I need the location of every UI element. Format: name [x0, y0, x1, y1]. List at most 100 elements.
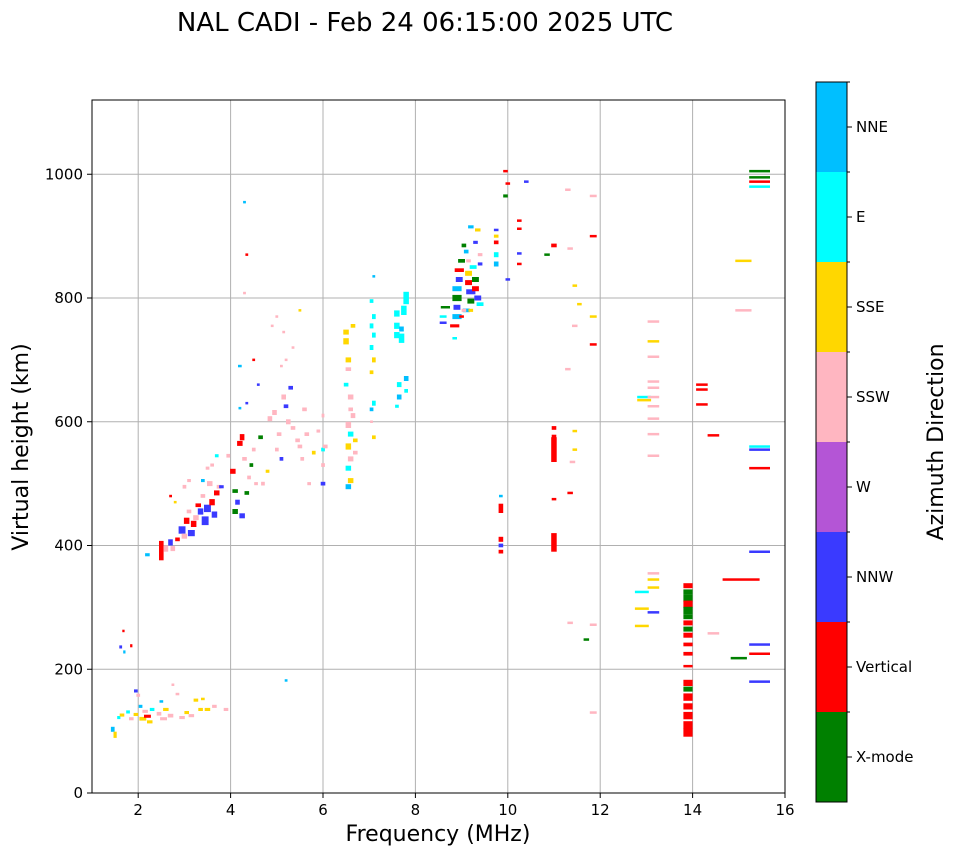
- data-point: [498, 543, 504, 548]
- data-point: [350, 413, 356, 419]
- data-point: [186, 509, 192, 514]
- data-point: [245, 401, 249, 405]
- data-point: [707, 632, 720, 635]
- data-point: [178, 526, 186, 534]
- plot-frame: [91, 99, 786, 794]
- data-point: [286, 419, 291, 425]
- data-point: [505, 278, 511, 281]
- data-point: [190, 520, 197, 527]
- data-point: [142, 709, 148, 713]
- data-point: [524, 180, 529, 183]
- data-point: [472, 286, 479, 292]
- data-point: [394, 332, 400, 339]
- colorbar-segment: [816, 352, 847, 442]
- data-point: [455, 277, 463, 282]
- data-point: [302, 407, 307, 412]
- data-point: [275, 315, 279, 318]
- colorbar-segment: [816, 532, 847, 622]
- data-point: [252, 358, 256, 362]
- data-point: [369, 370, 374, 375]
- data-point: [749, 680, 770, 683]
- data-point: [683, 614, 693, 620]
- y-tick-label: 0: [73, 784, 83, 802]
- data-point: [589, 234, 597, 238]
- data-point: [577, 302, 582, 306]
- data-point: [316, 429, 321, 433]
- data-point: [466, 259, 471, 263]
- colorbar-category-label: W: [856, 478, 871, 496]
- data-point: [345, 465, 352, 471]
- data-point: [195, 503, 201, 508]
- data-point: [249, 463, 254, 467]
- data-point: [401, 305, 407, 315]
- data-point: [647, 454, 660, 457]
- data-point: [345, 443, 352, 450]
- data-point: [565, 367, 571, 371]
- data-point: [321, 463, 325, 467]
- data-point: [321, 413, 325, 418]
- data-point: [272, 410, 277, 415]
- data-point: [369, 345, 374, 350]
- data-point: [163, 707, 169, 711]
- data-point: [182, 484, 187, 489]
- data-point: [323, 444, 328, 449]
- data-point: [288, 385, 293, 390]
- data-point: [749, 169, 770, 173]
- x-tick-label: 14: [683, 801, 702, 819]
- data-point: [169, 494, 172, 498]
- y-axis-ticks: 0 200 400 600 800 1000: [45, 165, 92, 802]
- data-point: [210, 463, 214, 467]
- data-point: [493, 240, 499, 245]
- data-point: [247, 475, 251, 480]
- data-point: [467, 298, 475, 304]
- data-point: [201, 479, 205, 483]
- x-axis-label: Frequency (MHz): [346, 822, 531, 847]
- colorbar: X-mode Vertical NNW W SSW SSE E NNE: [815, 81, 913, 803]
- data-point: [372, 275, 376, 278]
- data-point: [498, 536, 504, 542]
- data-point: [472, 277, 479, 282]
- x-tick-label: 6: [318, 801, 328, 819]
- data-point: [474, 295, 482, 301]
- data-point: [130, 644, 133, 648]
- data-point: [707, 434, 720, 437]
- colorbar-segment: [816, 82, 847, 172]
- data-point: [343, 329, 349, 335]
- data-point: [235, 499, 240, 505]
- colorbar-category-label: NNW: [856, 568, 893, 586]
- data-point: [133, 712, 139, 716]
- data-point: [113, 731, 117, 738]
- data-point: [395, 404, 399, 408]
- data-point: [187, 530, 195, 537]
- data-point: [647, 386, 660, 389]
- data-point: [461, 308, 467, 312]
- data-point: [370, 420, 373, 423]
- data-point: [452, 314, 462, 320]
- data-point: [147, 720, 153, 724]
- data-point: [452, 286, 462, 292]
- data-point: [439, 321, 447, 324]
- data-point: [683, 728, 693, 737]
- data-point: [589, 315, 597, 318]
- data-point: [749, 643, 770, 646]
- data-point: [749, 466, 770, 470]
- data-point: [304, 432, 310, 436]
- data-point: [683, 632, 693, 638]
- data-point: [207, 481, 213, 487]
- data-point: [372, 314, 376, 320]
- data-point: [749, 448, 770, 451]
- data-point: [232, 509, 238, 514]
- data-point: [187, 479, 191, 483]
- y-tick-label: 1000: [45, 165, 83, 183]
- data-point: [475, 228, 481, 232]
- data-point: [212, 704, 217, 708]
- colorbar-segment: [816, 172, 847, 262]
- data-point: [647, 432, 660, 436]
- x-tick-label: 4: [226, 801, 236, 819]
- data-point: [683, 679, 693, 686]
- data-point: [321, 447, 325, 452]
- x-tick-label: 12: [591, 801, 610, 819]
- data-point: [749, 550, 770, 553]
- data-point: [251, 447, 256, 452]
- data-point: [239, 513, 245, 519]
